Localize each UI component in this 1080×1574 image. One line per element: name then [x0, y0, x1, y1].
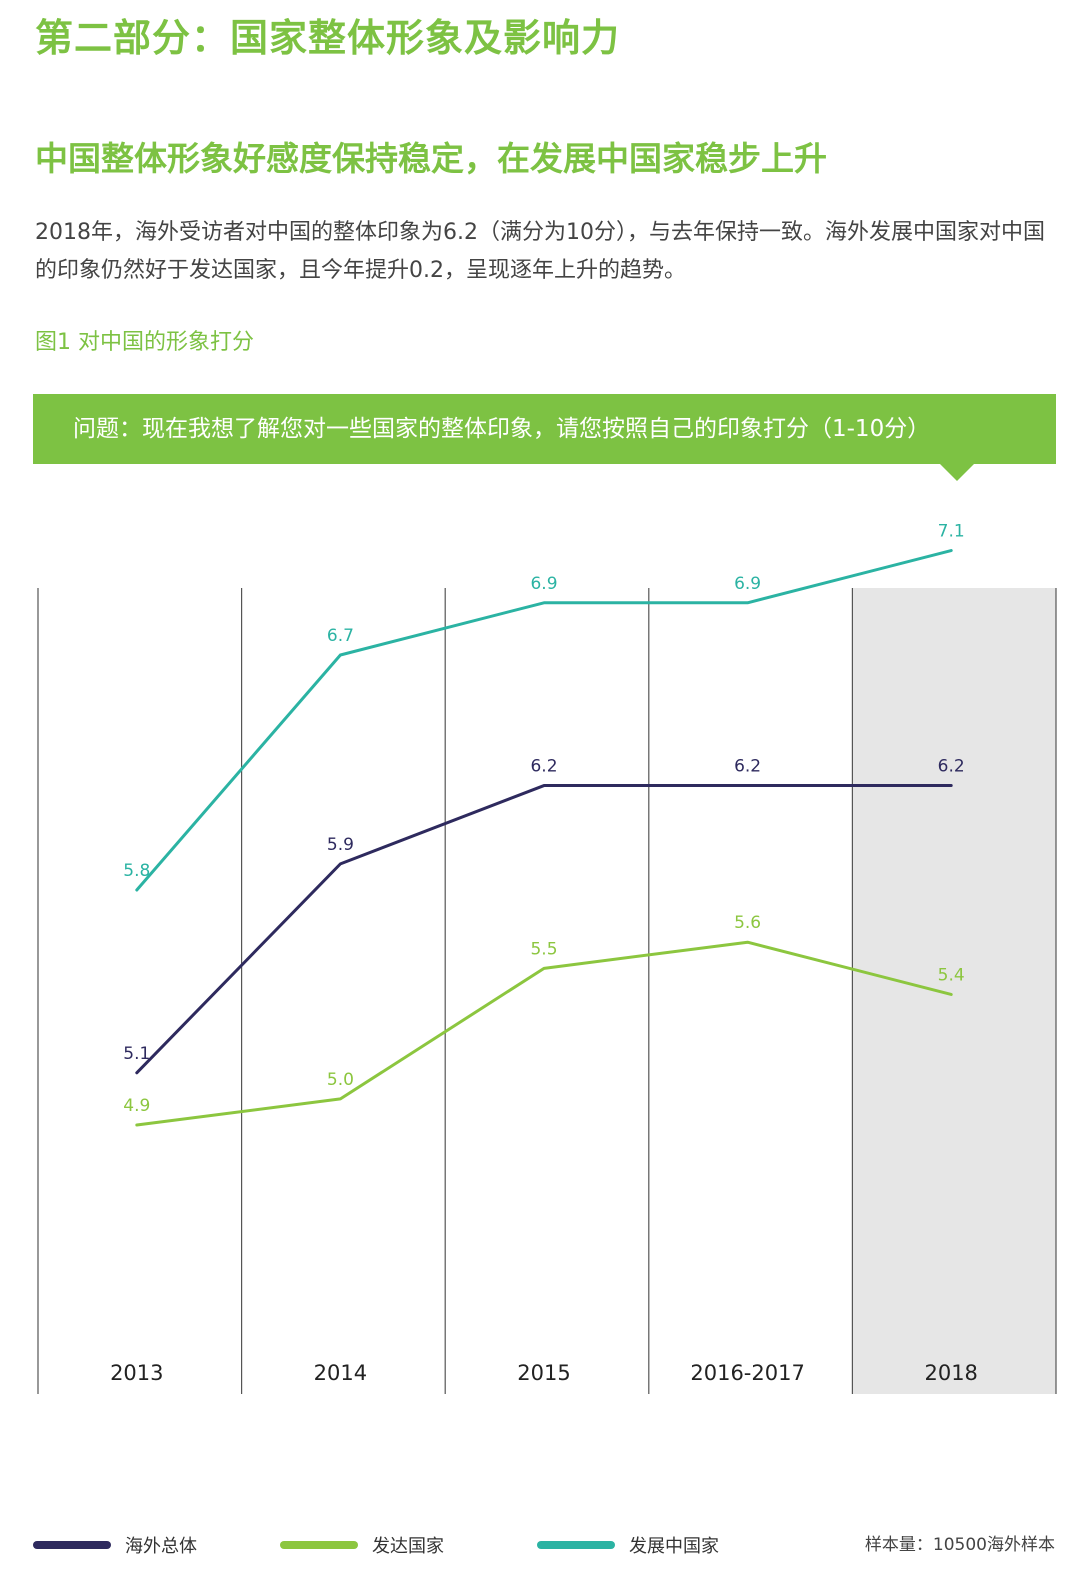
legend-swatch-overall	[33, 1541, 111, 1549]
data-label: 5.8	[123, 861, 150, 881]
x-tick-label: 2013	[110, 1361, 163, 1385]
legend-label-overall: 海外总体	[125, 1536, 197, 1557]
x-tick-label: 2015	[517, 1361, 570, 1385]
legend-swatch-developed	[280, 1541, 358, 1549]
data-label: 6.2	[734, 757, 761, 777]
legend-item-developing: 发展中国家	[537, 1530, 719, 1560]
data-label: 6.9	[530, 574, 557, 594]
legend-item-developed: 发达国家	[280, 1530, 444, 1560]
data-label: 7.1	[938, 522, 965, 542]
banner-pointer	[940, 464, 974, 481]
data-label: 5.6	[734, 913, 761, 933]
headline: 中国整体形象好感度保持稳定，在发展中国家稳步上升	[35, 139, 827, 178]
x-tick-label: 2016-2017	[690, 1361, 804, 1385]
sample-size-note: 样本量：10500海外样本	[864, 1535, 1055, 1555]
legend-item-overall: 海外总体	[33, 1530, 197, 1560]
data-label: 5.1	[123, 1044, 150, 1064]
body-paragraph: 2018年，海外受访者对中国的整体印象为6.2（满分为10分），与去年保持一致。…	[35, 220, 1045, 283]
figure-label: 图1 对中国的形象打分	[35, 330, 254, 355]
highlight-column	[852, 588, 1056, 1394]
legend-label-developing: 发展中国家	[629, 1536, 719, 1557]
data-label: 6.9	[734, 574, 761, 594]
section-title: 第二部分：国家整体形象及影响力	[35, 16, 621, 60]
data-label: 5.4	[938, 965, 965, 985]
series-line	[135, 784, 953, 1075]
data-label: 6.7	[327, 626, 354, 646]
question-banner: 问题：现在我想了解您对一些国家的整体印象，请您按照自己的印象打分（1-10分）	[33, 394, 1056, 464]
series-line	[135, 549, 953, 892]
data-label: 5.0	[327, 1070, 354, 1090]
data-label: 6.2	[938, 757, 965, 777]
legend-label-developed: 发达国家	[372, 1536, 444, 1557]
data-label: 5.9	[327, 835, 354, 855]
x-tick-label: 2018	[924, 1361, 977, 1385]
data-label: 6.2	[530, 757, 557, 777]
legend-swatch-developing	[537, 1541, 615, 1549]
data-label: 5.5	[530, 939, 557, 959]
x-tick-label: 2014	[314, 1361, 367, 1385]
series-line	[135, 940, 953, 1127]
data-label: 4.9	[123, 1096, 150, 1116]
